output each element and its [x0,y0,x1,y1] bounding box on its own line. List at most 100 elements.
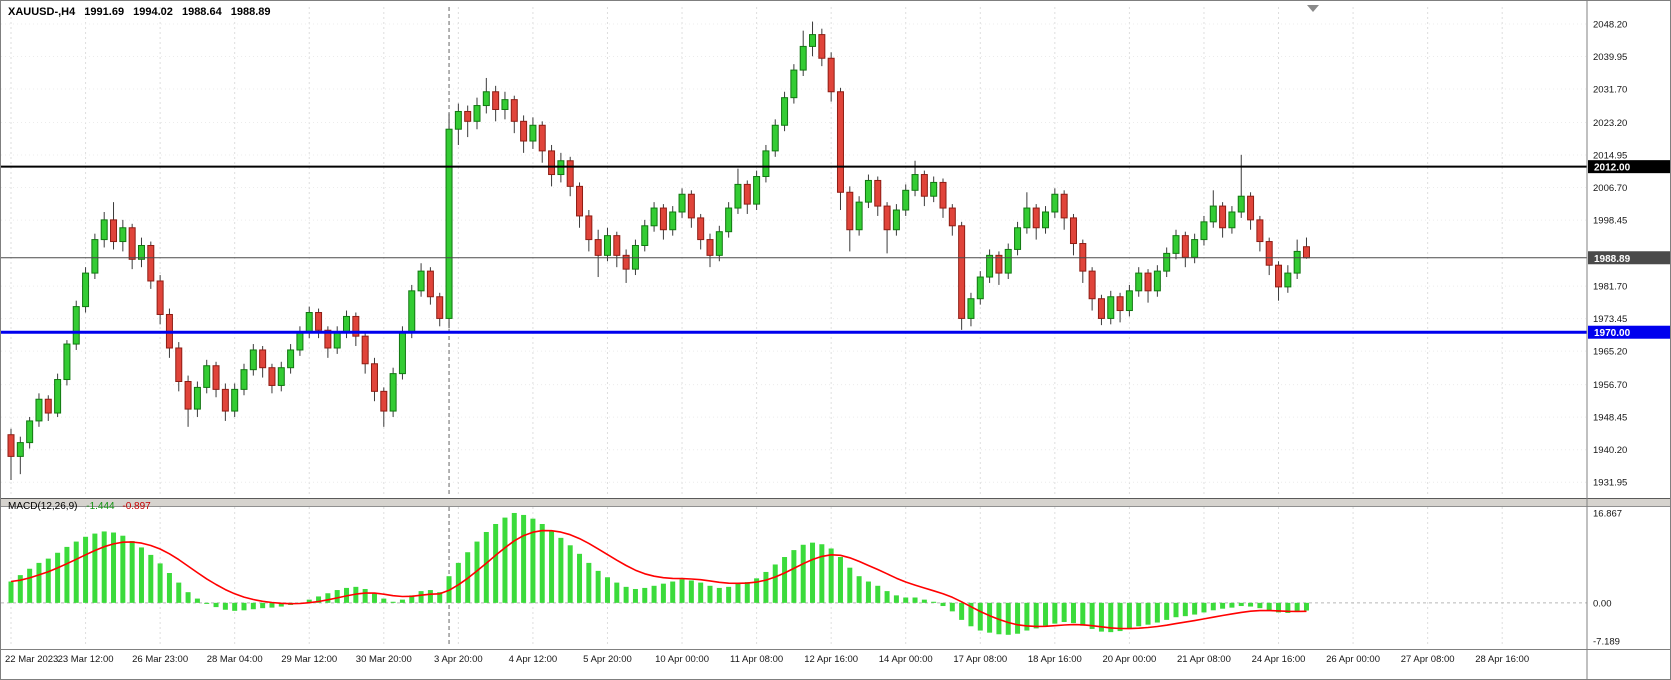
candle [1060,190,1068,230]
macd-histogram-bar [800,544,806,603]
macd-histogram-bar [679,579,685,603]
macd-histogram-bar [213,602,219,608]
candle [920,170,928,207]
candle [836,87,844,211]
candle [370,357,378,402]
candle [1284,265,1292,293]
macd-histogram-bar [1098,602,1104,632]
macd-panel [1,512,1587,635]
candle [203,359,211,394]
candle-body [389,373,397,412]
candle [231,383,239,417]
price-axis[interactable] [1587,1,1670,649]
panel-separator[interactable] [1,499,1671,506]
candle [948,204,956,236]
macd-histogram-bar [45,558,51,603]
macd-axis-label: 16.867 [1593,508,1622,519]
candle [100,211,108,248]
candle [1023,192,1031,234]
candle-body [417,270,425,292]
macd-histogram-bar [539,523,545,603]
candle-body [184,380,192,410]
candle [352,312,360,347]
macd-histogram-bar [83,536,89,603]
candle-body [1153,270,1161,292]
candle [650,202,658,232]
candle [35,393,43,427]
chart-shift-marker[interactable] [1307,5,1319,12]
hline-2012-tag [1588,160,1670,174]
macd-histogram-bar [138,547,144,603]
candle-body [231,388,239,412]
candle-body [1032,207,1040,229]
candle-body [846,191,854,231]
candle-body [464,110,472,122]
candle [408,284,416,339]
time-axis[interactable] [1,649,1670,679]
time-axis-label: 22 Mar 2023 [5,654,58,665]
macd-histogram-bar [744,582,750,603]
candle-body [548,150,556,176]
macd-histogram-bar [763,571,769,603]
candle-body [874,179,882,207]
candle-body [976,276,984,300]
candle-body [827,57,835,93]
macd-histogram-bar [642,587,648,603]
bid-price-tag-text: 1988.89 [1594,254,1631,265]
candle-body [501,99,509,110]
candle-body [613,235,621,256]
candle-body [361,335,369,365]
macd-histogram-bar [1080,602,1086,626]
candle-body [762,150,770,178]
candle-body [622,254,630,270]
candle-body [343,315,351,333]
time-axis-label: 12 Apr 16:00 [804,654,858,665]
candle-body [305,312,313,333]
macd-histogram-bar [670,581,676,603]
macd-histogram-bar [418,591,424,603]
candle [1069,213,1077,256]
macd-histogram-bar [260,602,266,609]
macd-histogram-bar [1154,602,1160,623]
candle [538,121,546,163]
candle [1014,221,1022,256]
macd-histogram-bar [129,541,135,603]
price-axis-label: 2023.20 [1593,118,1627,129]
macd-histogram-bar [1126,602,1132,629]
candle-body [54,379,62,414]
candle [473,97,481,130]
candle [417,263,425,297]
candle-body [1023,207,1031,229]
candle-body [147,244,155,282]
macd-histogram-bar [1117,602,1123,632]
macd-histogram-bar [1052,602,1058,624]
candle-body [911,174,919,191]
candle [855,196,863,236]
candle [91,233,99,280]
candle-body [398,331,406,375]
candle-body [1125,290,1133,312]
candle [995,251,1003,285]
macd-histogram-bar [558,537,564,603]
candle [175,342,183,392]
candle-body [324,329,332,349]
candle-body [566,160,574,187]
candle-body [781,97,789,126]
macd-histogram-bar [437,592,443,603]
macd-histogram-bar [241,602,247,611]
macd-histogram-bar [968,602,974,627]
bar-close-value: 1988.89 [230,6,271,18]
candle-body [1209,205,1217,223]
candle [259,346,267,378]
price-axis-label: 1940.20 [1593,445,1627,456]
candle [128,223,136,270]
macd-histogram-bar [623,586,629,603]
candle [44,395,52,421]
candle [7,428,15,481]
candle [883,202,891,254]
macd-histogram-bar [362,588,368,603]
macd-axis-label: -7.189 [1593,637,1620,648]
candle [193,381,201,417]
candle-body [1088,270,1096,300]
